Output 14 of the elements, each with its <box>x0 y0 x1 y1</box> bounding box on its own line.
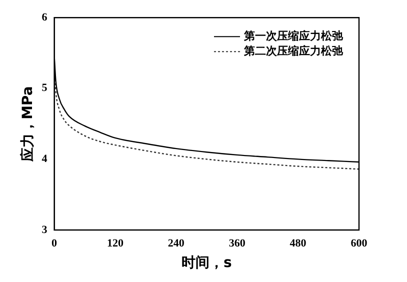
y-tick-label: 6 <box>42 11 48 24</box>
y-tick-label: 5 <box>42 82 48 94</box>
x-tick-label: 120 <box>106 237 124 250</box>
x-tick-label: 600 <box>350 237 368 250</box>
y-tick-label: 4 <box>42 153 48 166</box>
legend-label: 第二次压缩应力松弛 <box>243 44 344 58</box>
x-axis-title: 时间，s <box>181 255 232 272</box>
y-tick-label: 3 <box>42 224 48 236</box>
y-axis-title: 应力，MPa <box>19 86 36 162</box>
legend-label: 第一次压缩应力松弛 <box>243 29 344 42</box>
x-tick-label: 480 <box>290 237 307 250</box>
x-tick-label: 0 <box>52 237 58 250</box>
x-tick-label: 360 <box>228 237 246 250</box>
x-tick-label: 240 <box>168 237 185 250</box>
